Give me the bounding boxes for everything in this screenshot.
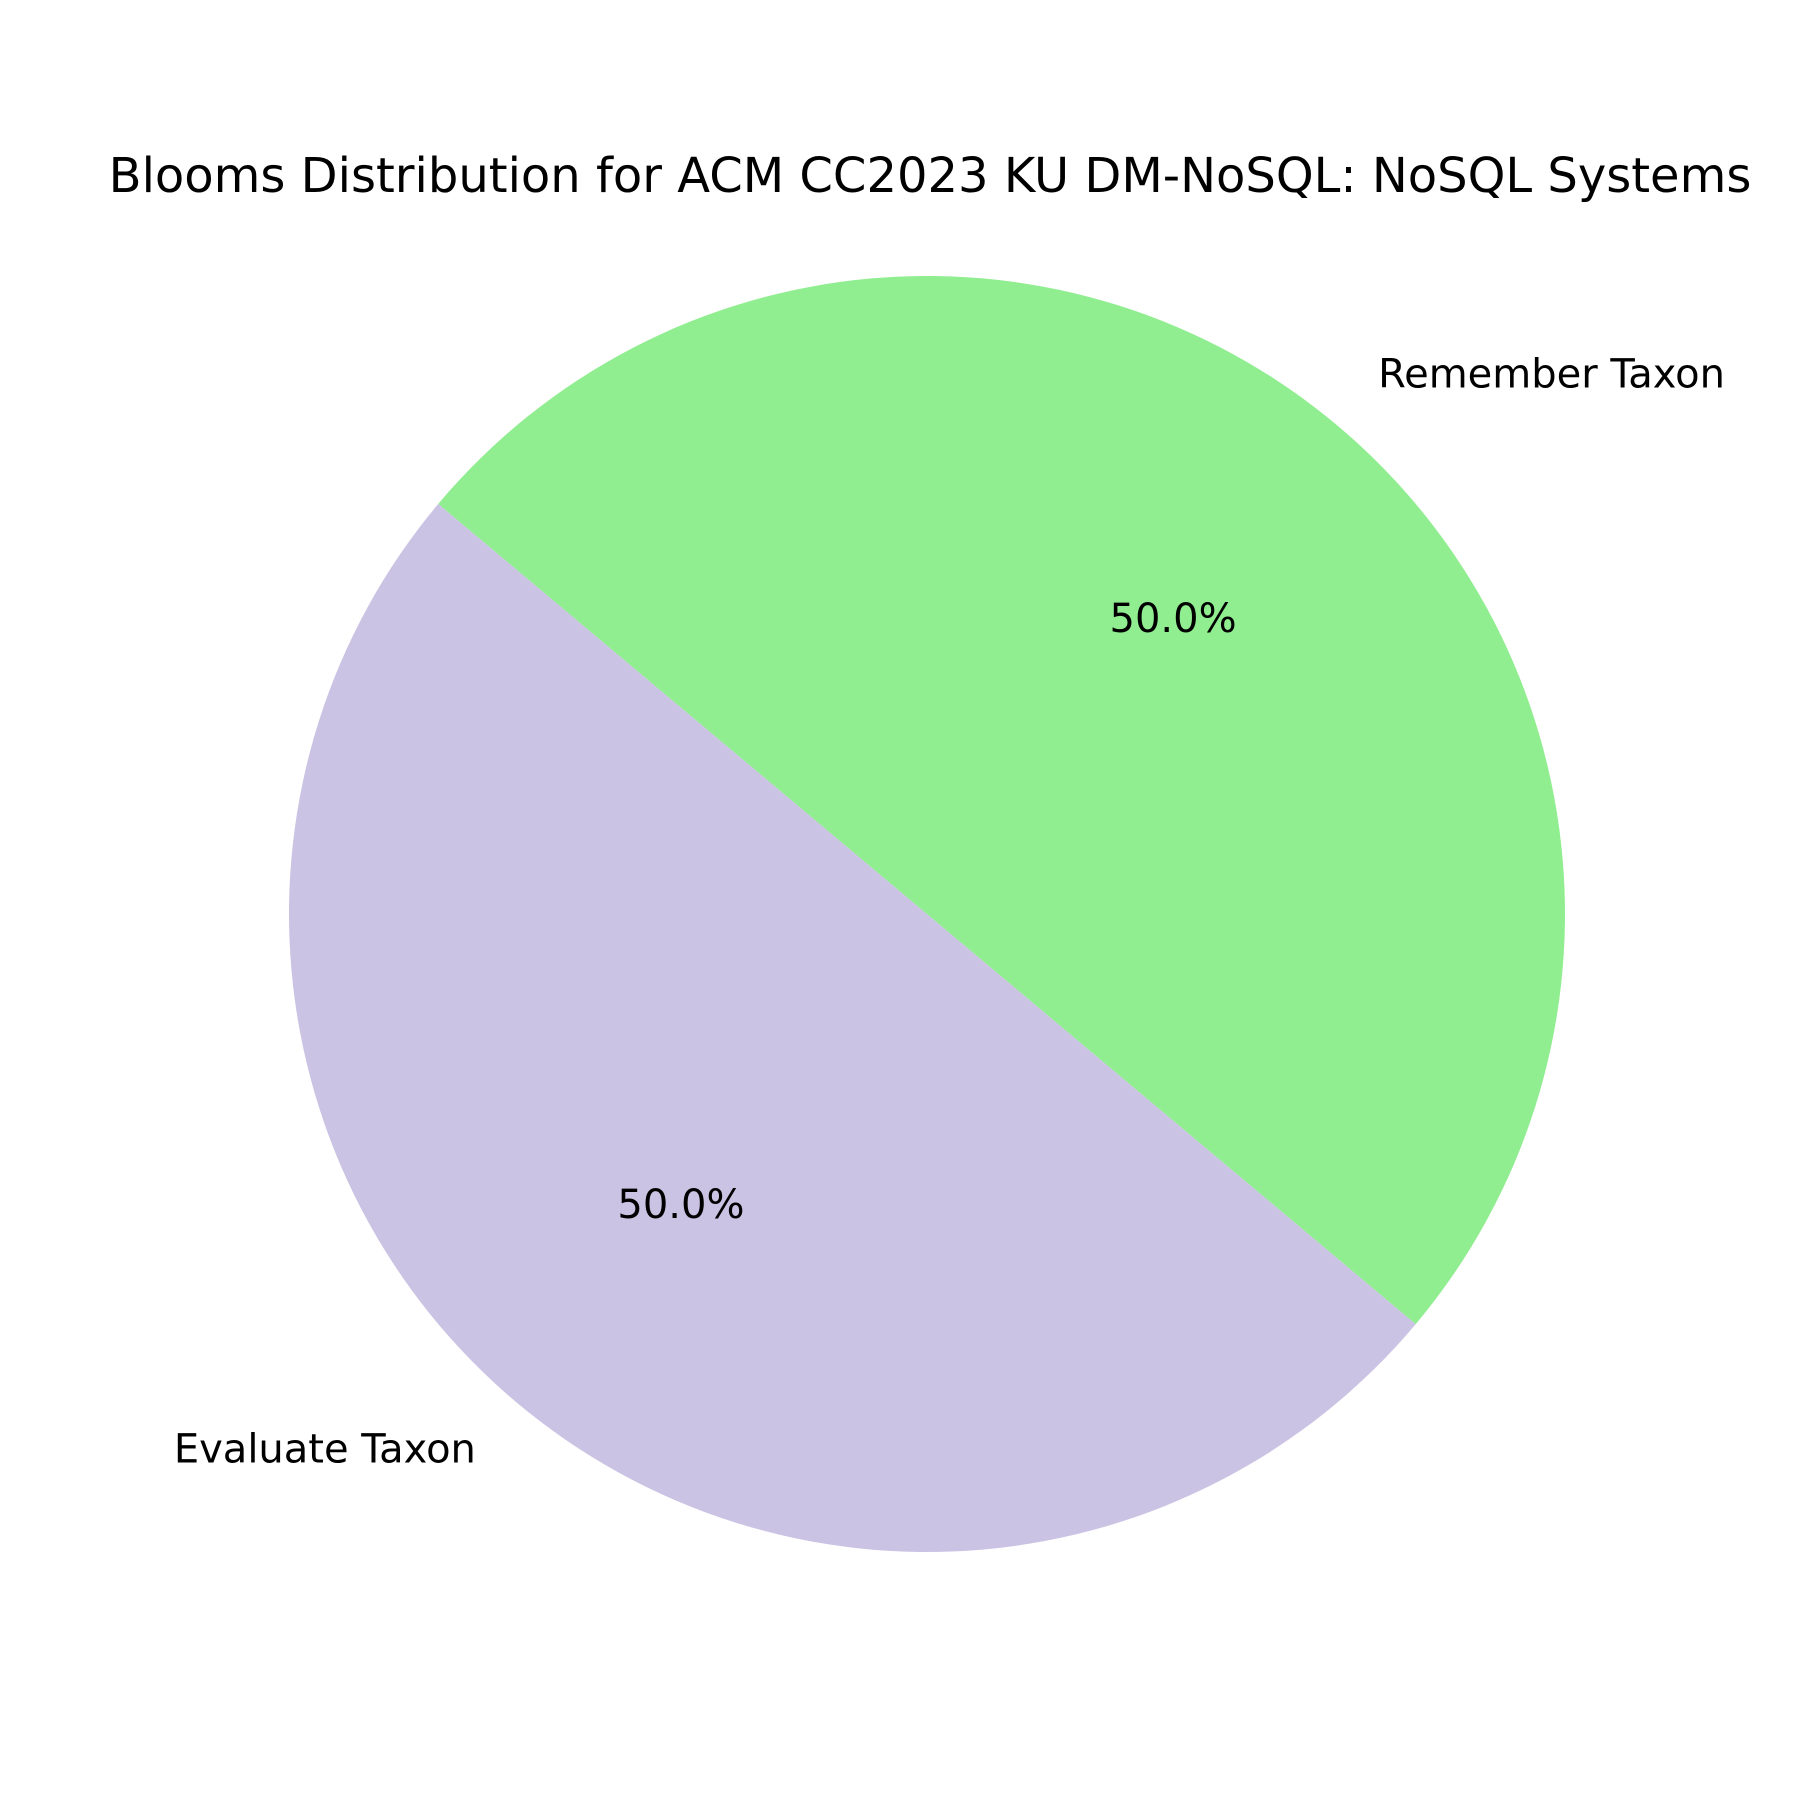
pie-labels: Evaluate Taxon 50.0% Remember Taxon 50.0% [174,351,1725,1472]
chart-title: Blooms Distribution for ACM CC2023 KU DM… [109,148,1752,204]
pie-slice-remember-taxon [438,275,1565,1325]
slice-label: Evaluate Taxon [174,1427,476,1473]
slice-percent-label: 50.0% [617,1182,744,1228]
pie-slices [288,275,1565,1553]
pie-slice-evaluate-taxon [288,503,1416,1553]
slice-percent-label: 50.0% [1110,596,1237,642]
slice-label: Remember Taxon [1378,351,1725,397]
